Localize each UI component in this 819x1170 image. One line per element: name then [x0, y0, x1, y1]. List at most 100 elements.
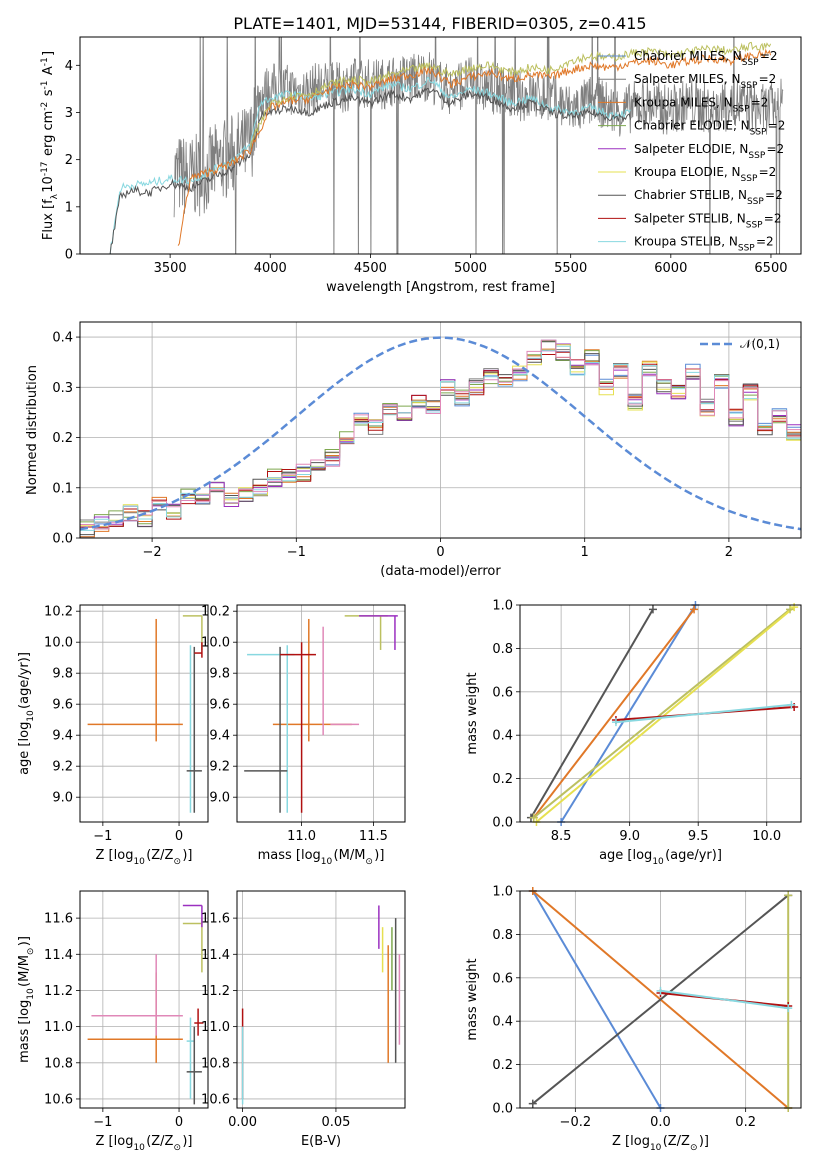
- y-tick-label: 0.0: [492, 1102, 513, 1117]
- y-tick-label: 0.4: [492, 1015, 513, 1030]
- x-axis-label: (data-model)/error: [380, 564, 501, 579]
- axes-frame: [79, 604, 209, 823]
- plot-area: [87, 904, 204, 1105]
- y-tick-label: 0.2: [492, 772, 513, 787]
- y-tick-label: 11.0: [201, 1020, 230, 1035]
- legend-label: Chabrier STELIB, NSSP =2: [634, 188, 783, 207]
- y-axis-label: age [log10 (age/yr)]: [17, 652, 36, 775]
- plot-area: [109, 37, 784, 254]
- point-marker: [784, 891, 793, 900]
- point-marker: [529, 813, 538, 822]
- x-tick-label: −1: [287, 545, 306, 560]
- plot-area: [80, 336, 801, 538]
- y-tick-label: 11.2: [201, 984, 230, 999]
- histogram-step-line: [80, 339, 801, 538]
- histogram-step-line: [80, 339, 801, 530]
- y-tick-label: 10.0: [201, 636, 230, 651]
- y-tick-label: 0.2: [492, 1058, 513, 1073]
- x-tick-label: 4500: [354, 261, 387, 276]
- legend-label: 𝒩(0,1): [740, 337, 780, 351]
- y-tick-label: 10.2: [201, 605, 230, 620]
- x-tick-label: 5000: [454, 261, 487, 276]
- x-axis-label: E(B-V): [301, 1134, 341, 1149]
- legend-label: Kroupa ELODIE, NSSP =2: [634, 165, 776, 184]
- series-line: [535, 606, 795, 822]
- y-tick-label: 11.6: [44, 912, 73, 927]
- x-tick-label: −1: [93, 829, 112, 844]
- x-tick-label: 0.00: [228, 1115, 257, 1130]
- model-spectrum-line: [249, 41, 772, 149]
- y-tick-label: 9.0: [209, 791, 230, 806]
- point-marker: [786, 605, 795, 614]
- x-axis-label: Z [log10 (Z/Z⊙ )]: [96, 1134, 193, 1153]
- y-tick-label: 9.8: [209, 667, 230, 682]
- model-spectrum-line: [109, 87, 631, 254]
- y-tick-label: 10.8: [201, 1056, 230, 1071]
- y-axis-label: Flux [fλ 10-17 erg cm-2 s-1 A-1 ]: [40, 51, 60, 240]
- histogram-step-line: [80, 341, 801, 536]
- x-tick-label: 10.0: [752, 829, 781, 844]
- legend-label: Salpeter MILES, NSSP =2: [634, 72, 776, 91]
- y-axis-label: Normed distribution: [25, 365, 40, 495]
- y-tick-label: 11.2: [44, 984, 73, 999]
- legend-label: Kroupa STELIB, NSSP =2: [634, 235, 774, 254]
- observed-spectrum-line: [173, 37, 784, 254]
- x-tick-label: 3500: [154, 261, 187, 276]
- x-tick-label: 0.0: [650, 1115, 671, 1130]
- series-line: [530, 608, 654, 819]
- y-tick-label: 1: [65, 200, 73, 215]
- y-tick-label: 10.6: [44, 1092, 73, 1107]
- x-axis-label: wavelength [Angstrom, rest frame]: [326, 280, 555, 295]
- y-tick-label: 11.0: [44, 1020, 73, 1035]
- point-marker: [611, 718, 620, 727]
- x-tick-label: 9.0: [619, 829, 640, 844]
- y-tick-label: 0.8: [492, 928, 513, 943]
- y-tick-label: 0.3: [52, 381, 73, 396]
- normal-curve-line: [80, 336, 801, 531]
- y-tick-label: 0.6: [492, 685, 513, 700]
- x-axis-label: mass [log10 (M/M⊙ )]: [258, 848, 385, 867]
- y-tick-label: 10.2: [44, 605, 73, 620]
- x-tick-label: 0.05: [321, 1115, 350, 1130]
- residuals-panel: −2 −1 0 1 2 0.0 0.1 0.2 0.3 0.4 (data-model)/error…: [25, 321, 802, 579]
- x-tick-label: 0: [175, 1115, 183, 1130]
- histogram-step-line: [80, 340, 801, 525]
- y-tick-label: 0.0: [492, 816, 513, 831]
- y-tick-label: 0.4: [492, 729, 513, 744]
- plot-area: [87, 615, 203, 813]
- point-marker: [648, 605, 657, 614]
- y-tick-label: 9.0: [52, 791, 73, 806]
- point-marker: [784, 1004, 793, 1013]
- legend-label: Chabrier MILES, NSSP =2: [634, 49, 778, 68]
- legend-label: Chabrier ELODIE, NSSP =2: [634, 119, 785, 138]
- histogram-step-line: [80, 348, 801, 538]
- y-tick-label: 0.6: [492, 971, 513, 986]
- y-tick-label: 11.6: [201, 912, 230, 927]
- mass_vs_Z-panel: −1 0 10.6 10.8 11.0 11.2 11.4 11.6 Z [log10 (Z/Z…: [17, 890, 209, 1153]
- axes-frame: [79, 36, 802, 255]
- x-axis-label: age [log10 (age/yr)]: [599, 848, 722, 867]
- series-line: [531, 891, 662, 1108]
- series-line: [660, 989, 789, 1010]
- mass_vs_EBV-panel: 0.00 0.05 10.6 10.8 11.0 11.2 11.4 11.6 E(B-V): [201, 890, 406, 1149]
- y-tick-label: 0.0: [52, 532, 73, 547]
- plot-area: [244, 615, 398, 813]
- y-tick-label: 1.0: [492, 885, 513, 900]
- y-tick-label: 0.1: [52, 481, 73, 496]
- x-tick-label: 11.5: [359, 829, 388, 844]
- model-spectrum-line: [177, 48, 772, 246]
- figure-title: PLATE=1401, MJD=53144, FIBERID=0305, z=0…: [233, 14, 646, 33]
- axes-frame: [79, 890, 209, 1109]
- age_vs_Z-panel: −1 0 9.0 9.2 9.4 9.6 9.8 10.0 10.2 Z [log10 (Z/Z⊙…: [17, 604, 209, 867]
- y-axis-label: mass weight: [465, 958, 480, 1040]
- massweight_vs_age-panel: 8.5 9.0 9.5 10.0 0.0 0.2 0.4 0.6 0.8 1.0 age [log1…: [465, 599, 802, 867]
- age_vs_mass-panel: 11.0 11.5 9.0 9.2 9.4 9.6 9.8 10.0 10.2 mass [log…: [201, 604, 406, 867]
- y-tick-label: 9.8: [52, 667, 73, 682]
- series-line: [532, 894, 789, 1105]
- x-tick-label: 11.0: [287, 829, 316, 844]
- x-tick-label: −2: [143, 545, 162, 560]
- series-line: [532, 608, 695, 819]
- y-tick-label: 9.4: [52, 729, 73, 744]
- x-tick-label: 0.2: [735, 1115, 756, 1130]
- y-tick-label: 10.0: [44, 636, 73, 651]
